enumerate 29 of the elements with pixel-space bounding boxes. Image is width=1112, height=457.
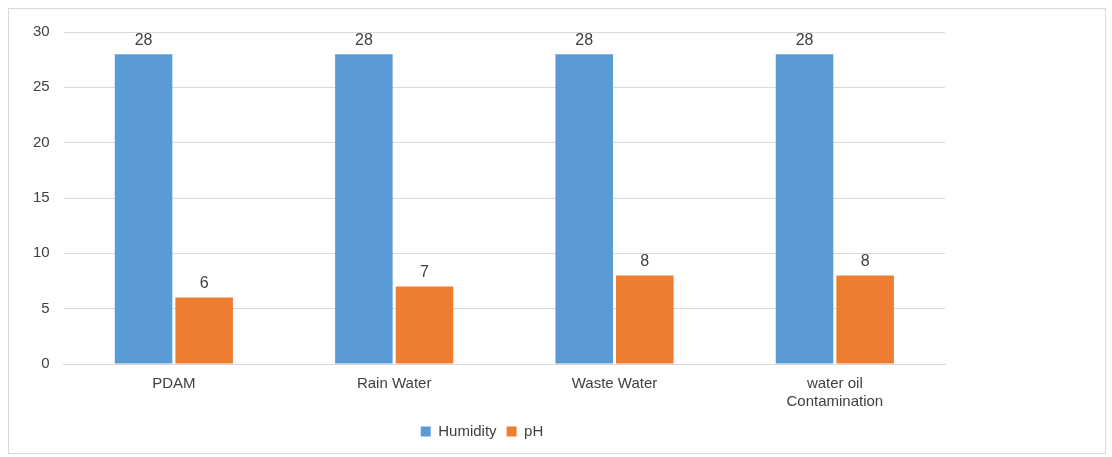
y-tick-label: 25	[33, 77, 50, 95]
bar	[616, 275, 674, 364]
x-tick-label: water oil Contamination	[786, 374, 884, 410]
y-tick-label: 0	[41, 354, 50, 372]
x-tick-label: Waste Water	[571, 374, 658, 392]
data-label: 8	[640, 251, 650, 269]
data-label: 7	[420, 262, 430, 280]
legend-label: pH	[524, 421, 544, 439]
bar	[836, 275, 894, 364]
data-label: 28	[575, 30, 594, 48]
bar	[775, 54, 834, 364]
bar	[175, 297, 233, 364]
x-tick-label: PDAM	[152, 374, 196, 392]
data-label: 8	[860, 251, 870, 269]
y-tick-label: 20	[33, 132, 50, 150]
data-label: 28	[354, 30, 373, 48]
data-label: 28	[134, 30, 153, 48]
y-tick-label: 10	[33, 243, 50, 261]
bar	[555, 54, 613, 364]
data-label: 28	[795, 30, 814, 48]
y-tick-label: 15	[33, 188, 50, 206]
legend-label: Humidity	[438, 421, 498, 439]
y-tick-label: 30	[33, 22, 50, 40]
bar	[395, 286, 454, 364]
bar	[114, 54, 173, 364]
bar	[335, 54, 393, 364]
x-tick-label: Rain Water	[356, 374, 432, 392]
y-tick-label: 5	[41, 298, 50, 316]
data-label: 6	[199, 274, 209, 292]
